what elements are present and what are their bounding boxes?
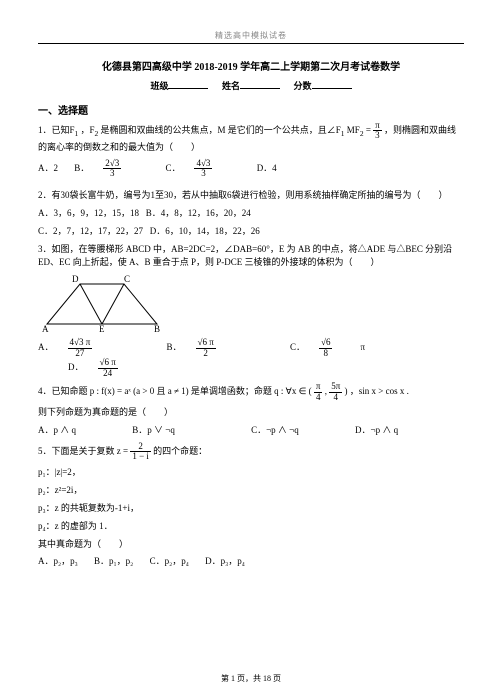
question-4: 4．已知命题 p : f(x) = aˣ (a > 0 且 a ≠ 1) 是单调… — [38, 382, 464, 402]
q4-stem-c: 则下列命题为真命题的是（ ） — [38, 406, 464, 420]
q1-opt-c: C．4√33 — [165, 159, 240, 179]
q2-opt-b: B．4，8，12，16，20，24 — [146, 208, 251, 218]
q3-opt-c: C．√68π — [290, 338, 379, 358]
svg-text:E: E — [99, 324, 105, 334]
question-5: 5．下面是关于复数 z = 21 − i 的四个命题： — [38, 442, 464, 462]
q4-options: A．p ∧ q B．p ∨ ¬q C．¬p ∧ ¬q D．¬p ∧ q — [38, 424, 464, 438]
q2-opt-a: A．3，6，9，12，15，18 — [38, 208, 139, 218]
section-1-heading: 一、选择题 — [38, 102, 464, 117]
page: 精选高中模拟试卷 化德县第四高级中学 2018-2019 学年高二上学期第二次月… — [0, 0, 502, 569]
question-2: 2．有30袋长富牛奶，编号为1至30，若从中抽取6袋进行检验，则用系统抽样确定所… — [38, 189, 464, 203]
q1-stem-c: 是椭圆和双曲线的公共焦点，M 是它们的一个公共点，且∠F — [101, 125, 341, 135]
name-blank — [240, 88, 280, 89]
q1-opt-b: B．2√33 — [74, 159, 149, 179]
svg-text:A: A — [42, 324, 49, 334]
class-label: 班级 — [150, 81, 168, 91]
page-title: 化德县第四高级中学 2018-2019 学年高二上学期第二次月考试卷数学 — [38, 58, 464, 73]
q3-figure: A B C D E — [42, 274, 162, 334]
q5-p4: p₄：z 的虚部为 1． — [38, 520, 464, 534]
page-footer: 第 1 页，共 18 页 — [0, 673, 502, 684]
question-3: 3．如图，在等腰梯形 ABCD 中，AB=2DC=2，∠DAB=60°，E 为 … — [38, 243, 464, 271]
question-1: 1．已知F1 ，F2 是椭圆和双曲线的公共焦点，M 是它们的一个公共点，且∠F1… — [38, 121, 464, 155]
class-blank — [168, 88, 208, 89]
q4-opt-b: B．p ∨ ¬q — [132, 424, 175, 438]
q1-stem-a: 1．已知F — [38, 125, 75, 135]
q2-opt-d: D．6，10，14，18，22，26 — [150, 226, 260, 236]
q4-opt-d: D．¬p ∧ q — [355, 424, 398, 438]
q5-p2: p₂：z²=2i， — [38, 484, 464, 498]
name-label: 姓名 — [222, 81, 240, 91]
q3-options: A．4√3 π27 B．√6 π2 C．√68π D．√6 π24 — [38, 338, 464, 378]
q5-opt-a: A．p₂，p₃ — [38, 555, 78, 569]
q1-stem-e: = — [366, 125, 371, 135]
q3-opt-a: A．4√3 π27 — [38, 338, 120, 358]
q5-options: A．p₂，p₃ B．p₁，p₂ C．p₂，p₄ D．p₃，p₄ — [38, 555, 464, 569]
q1-opt-a: A．2 — [38, 162, 58, 176]
q2-opt-c: C．2，7，12，17，22，27 — [38, 226, 143, 236]
q5-p1: p₁：|z|=2， — [38, 466, 464, 480]
svg-text:C: C — [124, 274, 130, 284]
q1-opt-d: D．4 — [257, 162, 277, 176]
q5-opt-d: D．p₃，p₄ — [205, 555, 245, 569]
svg-text:B: B — [154, 324, 160, 334]
q2-options-row1: A．3，6，9，12，15，18 B．4，8，12，16，20，24 — [38, 207, 464, 221]
top-rule — [38, 43, 464, 44]
page-watermark: 精选高中模拟试卷 — [38, 30, 464, 41]
svg-text:D: D — [72, 274, 79, 284]
q1-stem-b: ，F — [81, 125, 95, 135]
q5-opt-c: C．p₂，p₄ — [150, 555, 189, 569]
score-blank — [312, 88, 352, 89]
q1-options: A．2 B．2√33 C．4√33 D．4 — [38, 159, 464, 179]
score-label: 分数 — [294, 81, 312, 91]
q1-frac: π3 — [373, 121, 382, 141]
header-blanks: 班级 姓名 分数 — [38, 79, 464, 92]
q2-options-row2: C．2，7，12，17，22，27 D．6，10，14，18，22，26 — [38, 225, 464, 239]
q4-opt-a: A．p ∧ q — [38, 424, 76, 438]
q3-opt-d: D．√6 π24 — [68, 358, 146, 378]
q5-p3: p₃：z 的共轭复数为-1+i， — [38, 502, 464, 516]
q5-tail: 其中真命题为（ ） — [38, 538, 464, 552]
q4-opt-c: C．¬p ∧ ¬q — [251, 424, 299, 438]
q3-opt-b: B．√6 π2 — [166, 338, 243, 358]
q5-opt-b: B．p₁，p₂ — [94, 555, 133, 569]
q1-stem-d: MF — [347, 125, 360, 135]
